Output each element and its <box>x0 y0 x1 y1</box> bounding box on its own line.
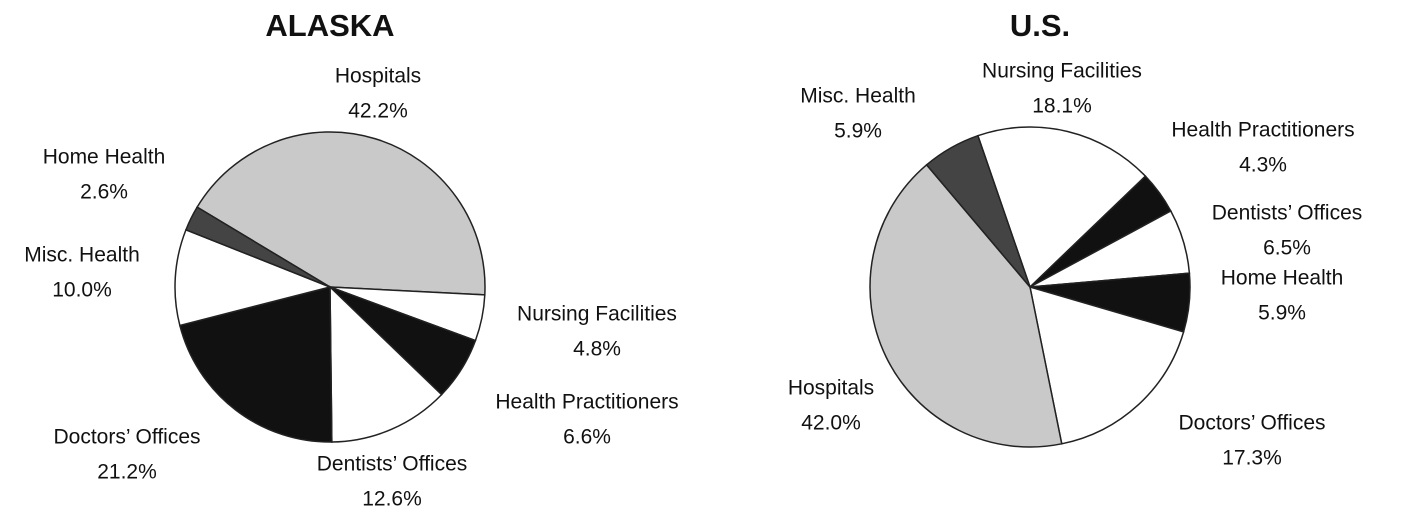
pie-slice <box>196 131 486 296</box>
pie-slice <box>976 126 1147 289</box>
slice-value: 42.0% <box>801 412 861 435</box>
slice-label: Home Health <box>43 146 166 169</box>
pie-slice <box>1029 285 1185 445</box>
slice-label: Nursing Facilities <box>517 303 677 326</box>
slice-label: Health Practitioners <box>495 391 678 414</box>
slice-label: Hospitals <box>788 377 874 400</box>
slice-value: 5.9% <box>1258 302 1306 325</box>
slice-value: 18.1% <box>1032 95 1092 118</box>
pie-slice <box>329 285 443 443</box>
pie-slice <box>925 134 1031 288</box>
slice-label: Hospitals <box>335 65 421 88</box>
pie-slice <box>174 228 333 327</box>
slice-value: 21.2% <box>97 461 157 484</box>
slice-value: 6.6% <box>563 426 611 449</box>
slice-value: 2.6% <box>80 181 128 204</box>
slice-value: 6.5% <box>1263 237 1311 260</box>
slice-value: 4.3% <box>1239 154 1287 177</box>
slice-value: 17.3% <box>1222 447 1282 470</box>
slice-label: Nursing Facilities <box>982 60 1142 83</box>
slice-label: Dentists’ Offices <box>1212 202 1363 225</box>
chart-title: U.S. <box>1010 8 1070 43</box>
pie-slice <box>178 286 333 443</box>
pie-slice <box>184 206 331 288</box>
slice-value: 5.9% <box>834 120 882 143</box>
slice-label: Health Practitioners <box>1171 119 1354 142</box>
slice-value: 42.2% <box>348 100 408 123</box>
slice-label: Doctors’ Offices <box>53 426 200 449</box>
slice-value: 12.6% <box>362 488 422 510</box>
slice-label: Doctors’ Offices <box>1178 412 1325 435</box>
slice-label: Misc. Health <box>24 244 140 267</box>
slice-label: Dentists’ Offices <box>317 453 468 476</box>
slice-value: 10.0% <box>52 279 112 302</box>
pie-slice <box>869 163 1063 448</box>
slice-label: Misc. Health <box>800 85 916 108</box>
slice-label: Home Health <box>1221 267 1344 290</box>
chart-title: ALASKA <box>265 8 394 43</box>
slice-value: 4.8% <box>573 338 621 361</box>
